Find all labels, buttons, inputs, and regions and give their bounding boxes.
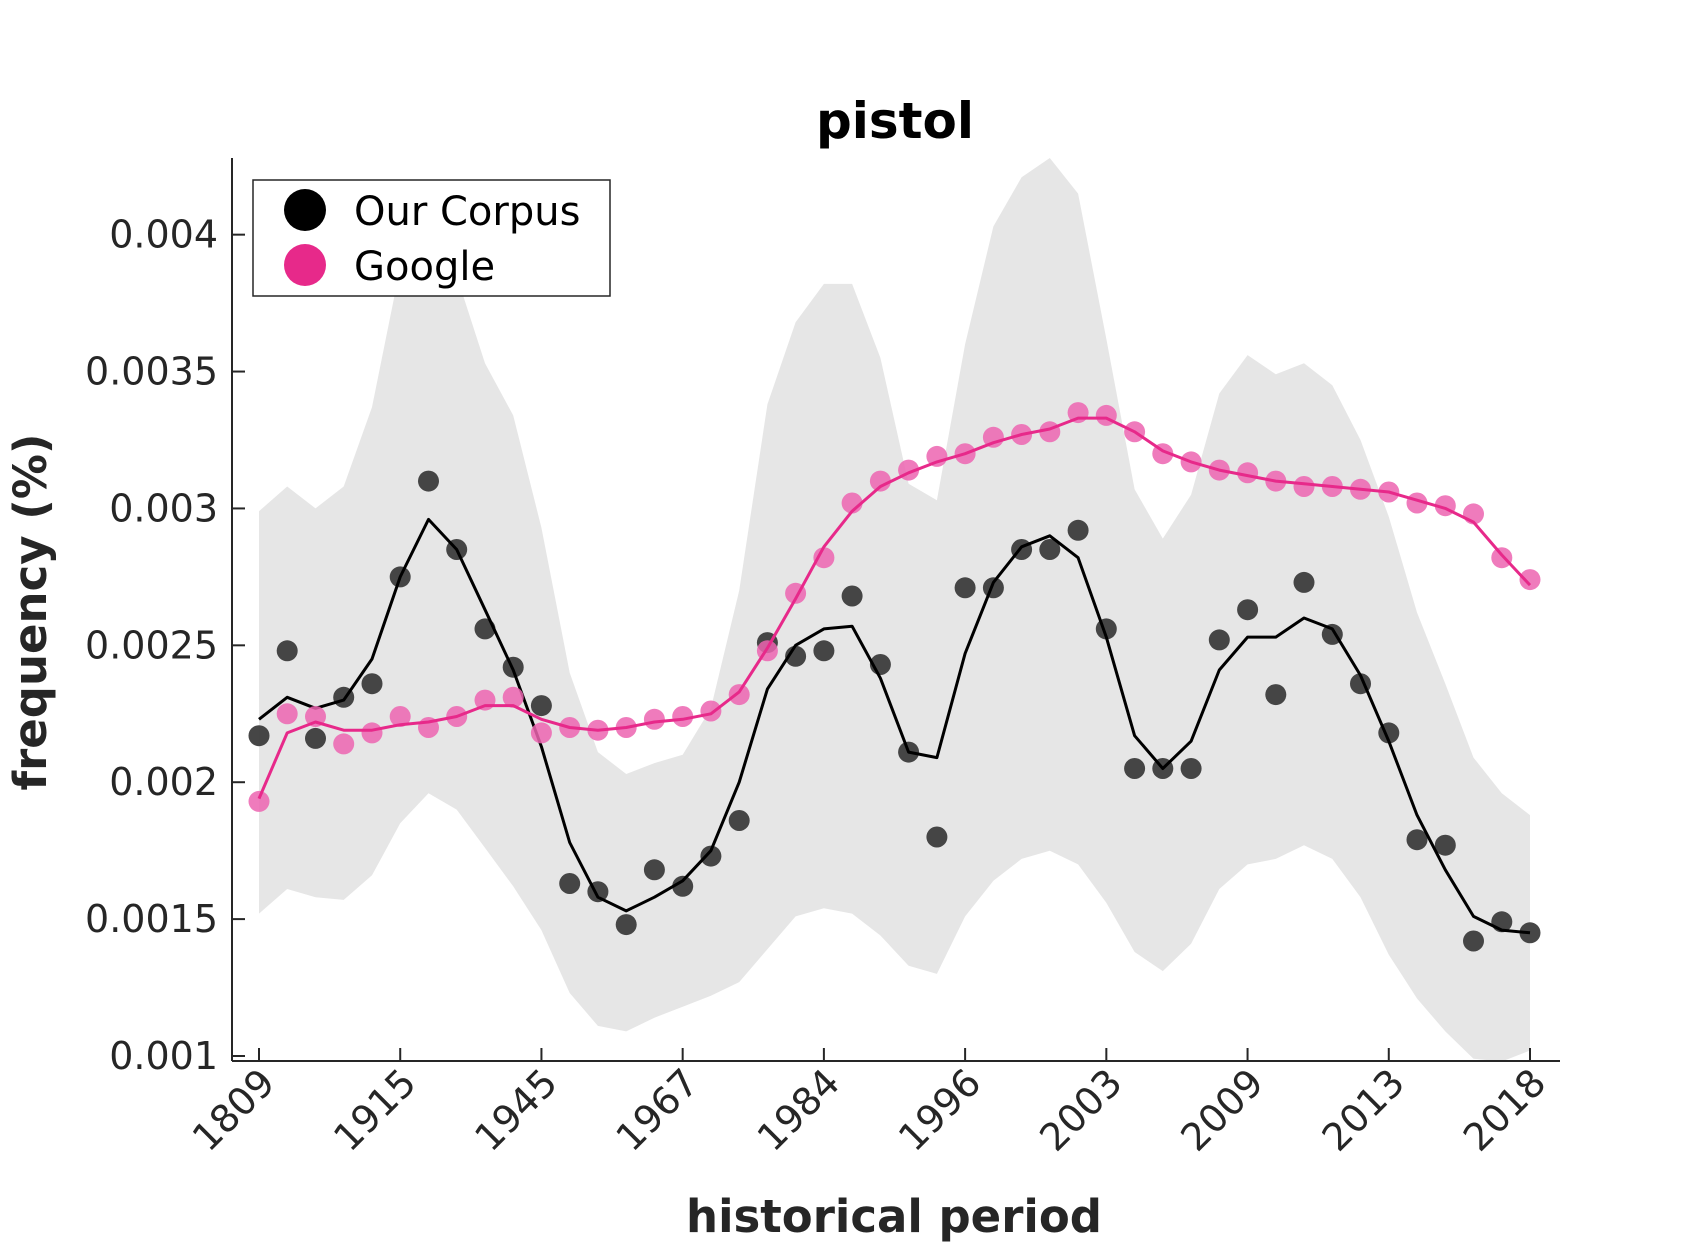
data-point-google	[305, 706, 326, 727]
data-point-google	[728, 684, 750, 706]
data-point-our-corpus	[643, 859, 665, 881]
data-point-our-corpus	[305, 727, 326, 749]
y-tick-label: 0.001	[109, 1034, 218, 1078]
data-point-our-corpus	[1237, 599, 1259, 621]
data-point-google	[1491, 547, 1513, 569]
x-tick-label: 1915	[325, 1060, 425, 1160]
x-tick-label: 1996	[890, 1060, 990, 1160]
data-point-google	[813, 547, 835, 569]
x-tick-label: 1945	[466, 1060, 566, 1160]
data-point-our-corpus	[1208, 629, 1230, 651]
data-point-google	[530, 722, 552, 744]
data-point-google	[869, 470, 891, 492]
x-tick-label: 1984	[749, 1060, 849, 1160]
data-point-our-corpus	[672, 875, 694, 897]
confidence-band	[259, 158, 1530, 1062]
data-point-google	[276, 703, 298, 725]
x-tick-label: 2003	[1031, 1060, 1131, 1160]
data-point-our-corpus	[1180, 758, 1202, 779]
axes	[231, 158, 1560, 1062]
data-point-google	[1519, 569, 1541, 591]
data-point-our-corpus	[1124, 758, 1146, 779]
data-point-our-corpus	[1067, 519, 1089, 541]
data-point-our-corpus	[1293, 571, 1315, 593]
data-point-our-corpus	[700, 845, 722, 867]
plot-area	[248, 158, 1541, 1062]
trend-line-google	[257, 416, 1532, 800]
data-point-our-corpus	[1265, 684, 1287, 706]
data-point-our-corpus	[926, 826, 948, 848]
data-point-google	[1293, 476, 1315, 497]
data-point-our-corpus	[361, 673, 383, 695]
y-tick-label: 0.004	[109, 213, 218, 257]
chart-title: pistol	[816, 92, 974, 150]
data-point-google	[700, 700, 722, 722]
legend: Our Corpus Google	[252, 179, 611, 297]
data-point-our-corpus	[1463, 930, 1484, 952]
trend-line-our-corpus	[258, 517, 1531, 935]
data-point-google	[248, 790, 270, 812]
data-point-our-corpus	[728, 810, 750, 831]
legend-marker-google	[284, 244, 326, 286]
legend-marker-our-corpus	[284, 189, 326, 231]
data-point-google	[502, 686, 524, 708]
data-point-our-corpus	[1406, 829, 1428, 851]
y-tick-label: 0.0035	[85, 350, 218, 394]
y-axis-title: frequency (%)	[4, 434, 57, 791]
y-tick-label: 0.0015	[85, 897, 218, 941]
x-tick-label: 2013	[1314, 1060, 1414, 1160]
x-axis-title: historical period	[686, 1190, 1102, 1243]
x-tick-label: 1967	[608, 1060, 708, 1160]
y-tick-label: 0.003	[109, 486, 218, 530]
data-point-google	[643, 708, 665, 730]
x-tick-label: 2009	[1172, 1060, 1272, 1160]
data-point-our-corpus	[615, 914, 637, 936]
series-google	[248, 402, 1541, 812]
data-point-google	[672, 706, 694, 727]
data-point-our-corpus	[559, 873, 581, 894]
data-point-our-corpus	[813, 640, 835, 662]
data-point-our-corpus	[418, 470, 439, 492]
data-point-google	[361, 722, 383, 744]
x-tick-label: 2018	[1455, 1060, 1555, 1160]
series-our-corpus	[248, 470, 1541, 952]
data-point-our-corpus	[841, 585, 863, 607]
data-point-our-corpus	[248, 725, 270, 747]
legend-label-our-corpus: Our Corpus	[354, 189, 580, 235]
data-point-our-corpus	[1434, 834, 1456, 856]
data-point-our-corpus	[1039, 539, 1061, 560]
data-point-google	[333, 733, 355, 755]
data-point-our-corpus	[954, 577, 976, 599]
y-tick-label: 0.002	[109, 760, 218, 804]
legend-label-google: Google	[354, 244, 495, 290]
data-point-google	[389, 706, 411, 727]
data-point-our-corpus	[530, 695, 552, 717]
data-point-our-corpus	[276, 640, 298, 662]
y-tick-label: 0.0025	[85, 623, 218, 667]
